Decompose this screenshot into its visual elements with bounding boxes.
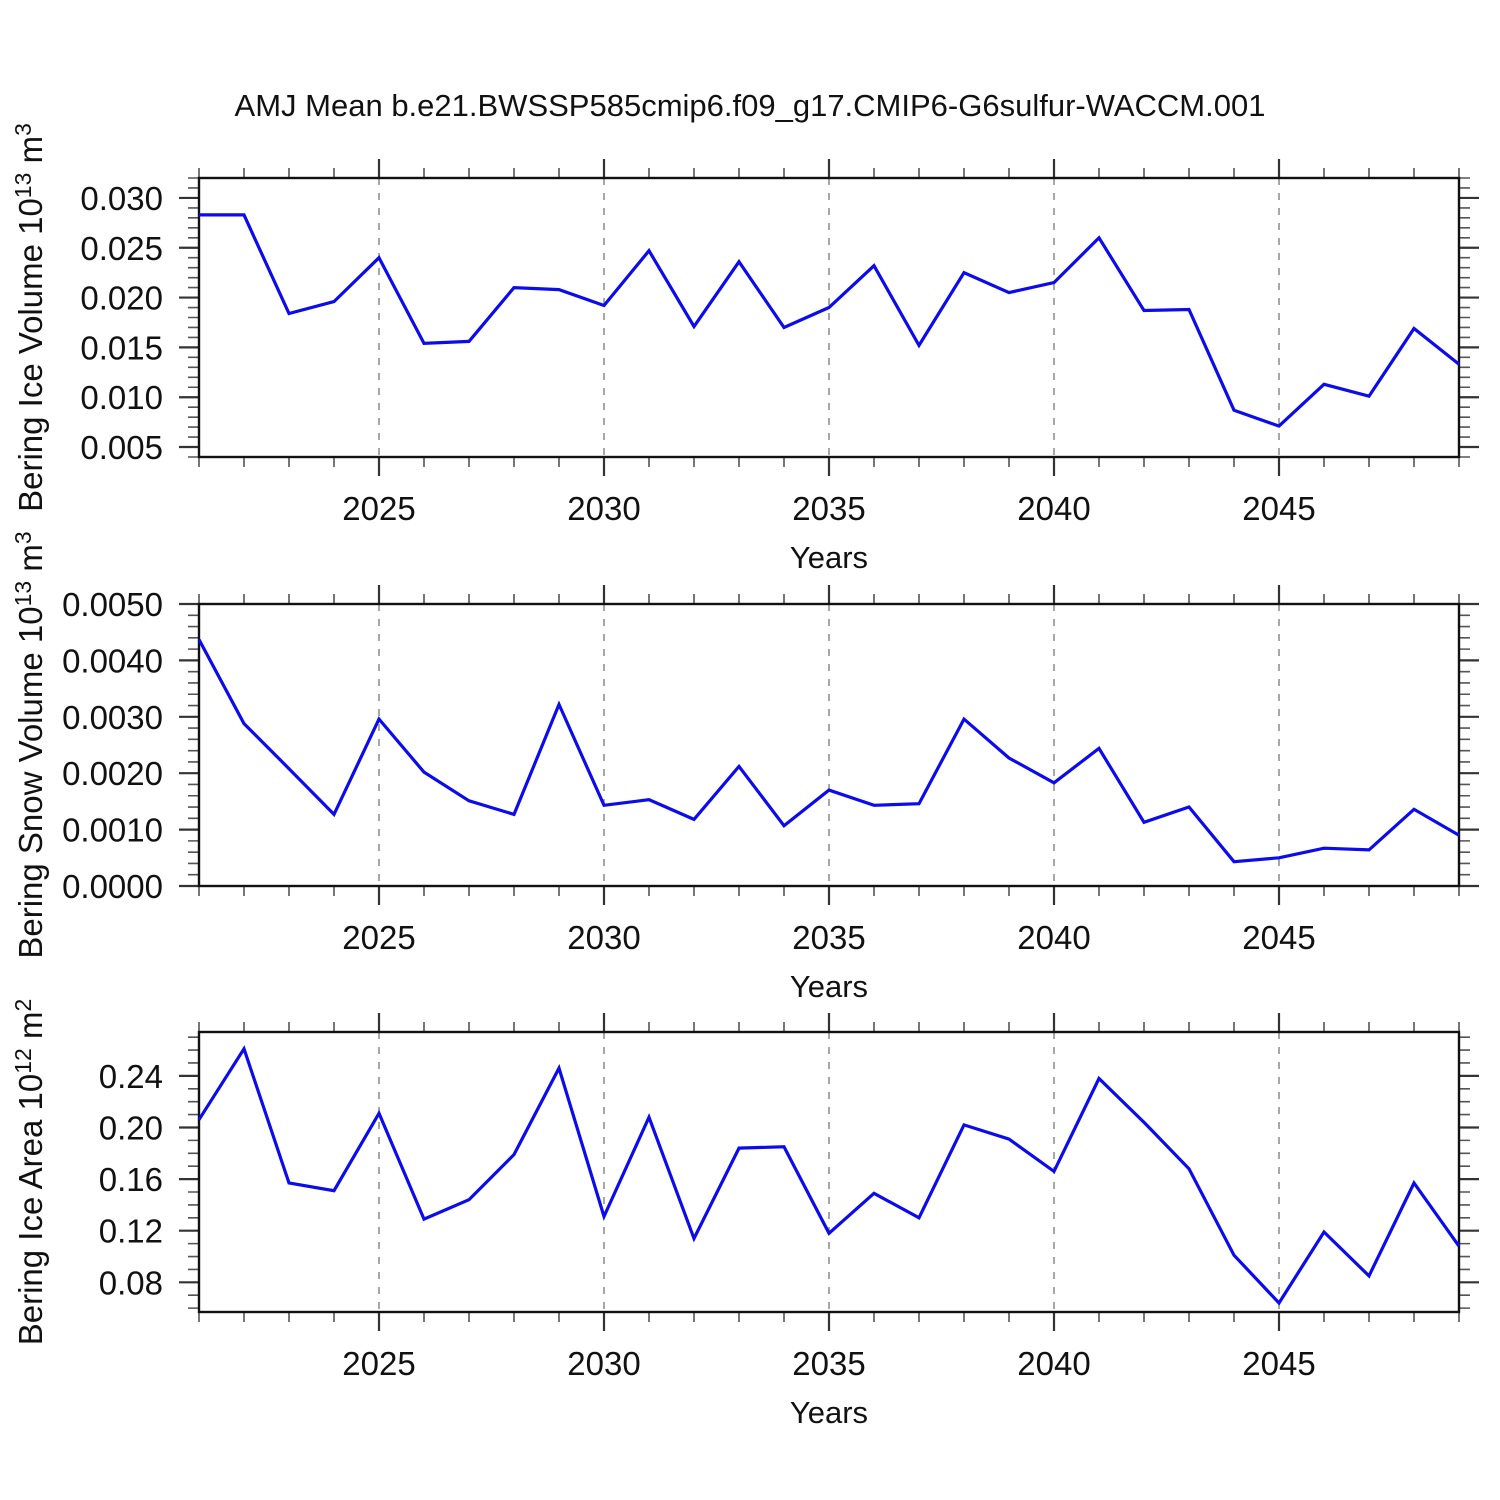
xtick-label: 2040	[1017, 490, 1090, 527]
y-axis-label: Bering Ice Area 1012 m2	[10, 999, 49, 1346]
ytick-label: 0.0000	[62, 868, 163, 905]
xtick-label: 2045	[1242, 919, 1315, 956]
ytick-label: 0.0010	[62, 812, 163, 849]
xtick-label: 2035	[792, 919, 865, 956]
ytick-label: 0.030	[80, 180, 163, 217]
xtick-label: 2040	[1017, 919, 1090, 956]
panel-bering-snow-volume: 0.0000 0.0010 0.0020 0.0030 0.0040 0.0050 2025…	[10, 531, 1479, 1004]
xtick-label: 2030	[567, 1345, 640, 1382]
figure-title: AMJ Mean b.e21.BWSSP585cmip6.f09_g17.CMI…	[234, 88, 1266, 123]
xtick-label: 2030	[567, 919, 640, 956]
ytick-label: 0.025	[80, 230, 163, 267]
xtick-label: 2045	[1242, 490, 1315, 527]
minor-ticks	[188, 1022, 1470, 1322]
plot-frame	[197, 1030, 1461, 1314]
ytick-label: 0.010	[80, 379, 163, 416]
ytick-label: 0.005	[80, 429, 163, 466]
major-ticks	[179, 1013, 1479, 1331]
ytick-label: 0.16	[99, 1161, 163, 1198]
gridlines	[378, 1032, 1280, 1312]
gridlines	[378, 178, 1280, 457]
xtick-label: 2035	[792, 1345, 865, 1382]
y-axis-label-superscript: 12	[10, 1048, 36, 1074]
y-axis-label-superscript: 13	[10, 173, 36, 199]
xtick-label: 2040	[1017, 1345, 1090, 1382]
minor-ticks	[188, 594, 1470, 896]
y-axis-label-text: Bering Ice Volume 10	[12, 198, 49, 512]
y-axis-label-text: m	[12, 544, 49, 581]
data-line-bering-ice-area	[197, 1045, 1461, 1306]
gridlines	[378, 604, 1280, 886]
x-axis-label: Years	[790, 1395, 868, 1430]
y-axis-label-superscript: 3	[10, 531, 36, 544]
y-axis-label-text: Bering Ice Area 10	[12, 1074, 49, 1346]
y-axis-label-text: Bering Snow Volume 10	[12, 606, 49, 958]
xtick-label: 2025	[342, 1345, 415, 1382]
x-axis-label: Years	[790, 540, 868, 575]
ytick-label: 0.0050	[62, 586, 163, 623]
major-ticks	[179, 159, 1479, 476]
y-axis-label-text: m	[12, 136, 49, 173]
panel-bering-ice-area: 0.08 0.12 0.16 0.20 0.24 2025 2030 2035 2040 2045…	[10, 999, 1479, 1430]
y-axis-label-text: m	[12, 1012, 49, 1049]
data-line-bering-ice-volume	[199, 213, 1460, 428]
ytick-label: 0.12	[99, 1213, 163, 1250]
xtick-label: 2025	[342, 919, 415, 956]
y-axis-label-superscript: 13	[10, 581, 36, 607]
xtick-label: 2035	[792, 490, 865, 527]
y-axis-label: Bering Snow Volume 1013 m3	[10, 531, 49, 958]
plot-frame	[197, 602, 1461, 888]
y-axis-label-superscript: 2	[10, 999, 36, 1012]
data-line-bering-snow-volume	[197, 638, 1460, 864]
xtick-label: 2025	[342, 490, 415, 527]
ytick-label: 0.08	[99, 1264, 163, 1301]
panel-bering-ice-volume: 0.005 0.010 0.015 0.020 0.025 0.030 2025 2030 20…	[10, 123, 1479, 575]
ytick-label: 0.020	[80, 280, 163, 317]
ytick-label: 0.0040	[62, 642, 163, 679]
y-axis-label-superscript: 3	[10, 123, 36, 136]
ytick-label: 0.0020	[62, 755, 163, 792]
ytick-label: 0.24	[99, 1058, 163, 1095]
x-axis-label: Years	[790, 969, 868, 1004]
ytick-label: 0.20	[99, 1109, 163, 1146]
xtick-label: 2030	[567, 490, 640, 527]
minor-ticks	[188, 168, 1470, 467]
xtick-label: 2045	[1242, 1345, 1315, 1382]
ytick-label: 0.015	[80, 329, 163, 366]
major-ticks	[179, 585, 1479, 905]
plot-frame	[197, 176, 1461, 459]
ytick-label: 0.0030	[62, 699, 163, 736]
y-axis-label: Bering Ice Volume 1013 m3	[10, 123, 49, 512]
